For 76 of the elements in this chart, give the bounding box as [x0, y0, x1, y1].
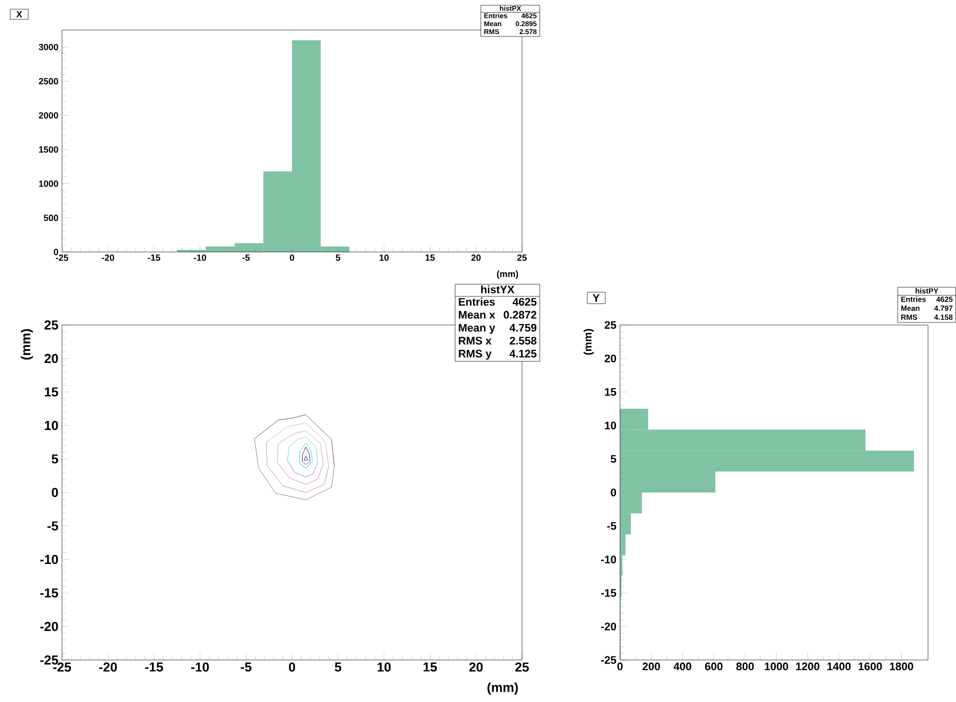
text: 4625	[512, 298, 536, 306]
annotation: 2.558	[510, 336, 536, 345]
y-tick-label: 0	[54, 248, 58, 256]
annotation: 4.125	[510, 350, 536, 358]
x-tick-label: 0	[288, 662, 296, 672]
x-tick-label: -10	[194, 254, 206, 261]
chart-title: Y	[592, 294, 600, 302]
y-tick-label: 15	[604, 388, 616, 396]
y-tick-label: 1000	[39, 180, 58, 187]
x-tick-label: 1000	[764, 662, 788, 670]
x-tick-label: 600	[705, 662, 723, 670]
y-tick-label: 5	[610, 455, 616, 463]
y-tick-label: 0	[52, 488, 58, 498]
x-tick-label: -15	[148, 254, 160, 261]
text: histYX	[481, 285, 514, 294]
y-axis-title: (mm)	[584, 329, 594, 355]
y-tick-label: 3000	[38, 44, 58, 50]
y-tick-label: 10	[44, 420, 58, 430]
y-tick-label: 20	[44, 354, 58, 364]
x-tick-label: 400	[674, 662, 692, 670]
y-tick-label: 2500	[38, 78, 58, 84]
x-tick-label: 5	[336, 254, 340, 261]
y-axis-title: (mm)	[20, 329, 33, 360]
x-tick-label: 15	[426, 254, 435, 261]
y-tick-label: 25	[604, 321, 616, 329]
y-tick-label: 5	[52, 454, 58, 464]
x-tick-label: 10	[378, 662, 391, 672]
text: Entries	[458, 298, 495, 306]
y-tick-label: 20	[604, 354, 616, 362]
x-tick-label: 25	[517, 254, 527, 261]
x-tick-label: 1600	[858, 662, 882, 670]
x-tick-label: 20	[469, 662, 483, 672]
annotation: RMS x	[458, 336, 492, 345]
x-tick-label: 800	[736, 662, 754, 670]
x-tick-label: 1800	[890, 662, 914, 670]
y-tick-label: 15	[44, 387, 58, 397]
x-axis-title: (mm)	[487, 682, 518, 695]
y-tick-label: -15	[40, 588, 58, 598]
x-tick-label: -25	[56, 254, 68, 261]
chart-title: X	[16, 11, 22, 18]
x-tick-label: -5	[240, 662, 252, 672]
y-tick-label: -20	[40, 622, 58, 632]
y-tick-label: -25	[601, 656, 616, 664]
y-tick-label: -10	[40, 554, 58, 564]
x-tick-label: 10	[380, 254, 389, 261]
x-tick-label: 1400	[827, 662, 851, 670]
y-tick-label: 1500	[39, 146, 58, 153]
annotation: 4.759	[510, 324, 536, 332]
y-tick-label: 500	[44, 214, 58, 222]
x-tick-label: -10	[191, 662, 209, 672]
text: Mean x	[458, 311, 496, 319]
x-tick-label: -20	[102, 254, 114, 261]
y-tick-label: -5	[47, 521, 58, 531]
x-tick-label: 15	[424, 662, 437, 672]
x-tick-label: 5	[334, 662, 342, 672]
y-tick-label: 0	[610, 488, 616, 496]
x-tick-label: 200	[642, 662, 660, 670]
x-tick-label: 0	[290, 254, 294, 261]
y-tick-label: -20	[601, 622, 616, 630]
annotation: RMS y	[458, 350, 492, 360]
y-tick-label: 10	[604, 422, 616, 430]
x-tick-label: -15	[145, 662, 164, 672]
x-tick-label: 1200	[796, 662, 820, 670]
x-tick-label: 20	[471, 254, 481, 261]
x-tick-label: 25	[515, 662, 529, 672]
x-tick-label: -20	[99, 662, 117, 672]
x-tick-label: 0	[617, 662, 623, 670]
y-tick-label: 2000	[38, 112, 58, 119]
y-tick-label: -5	[607, 522, 616, 530]
y-tick-label: 25	[44, 320, 58, 330]
x-axis-title: (mm)	[497, 270, 518, 279]
text: 0.2872	[504, 310, 536, 319]
annotation: Mean y	[458, 324, 496, 334]
x-tick-label: -5	[242, 254, 250, 261]
y-tick-label: -10	[601, 556, 616, 564]
y-tick-label: -15	[601, 589, 616, 597]
